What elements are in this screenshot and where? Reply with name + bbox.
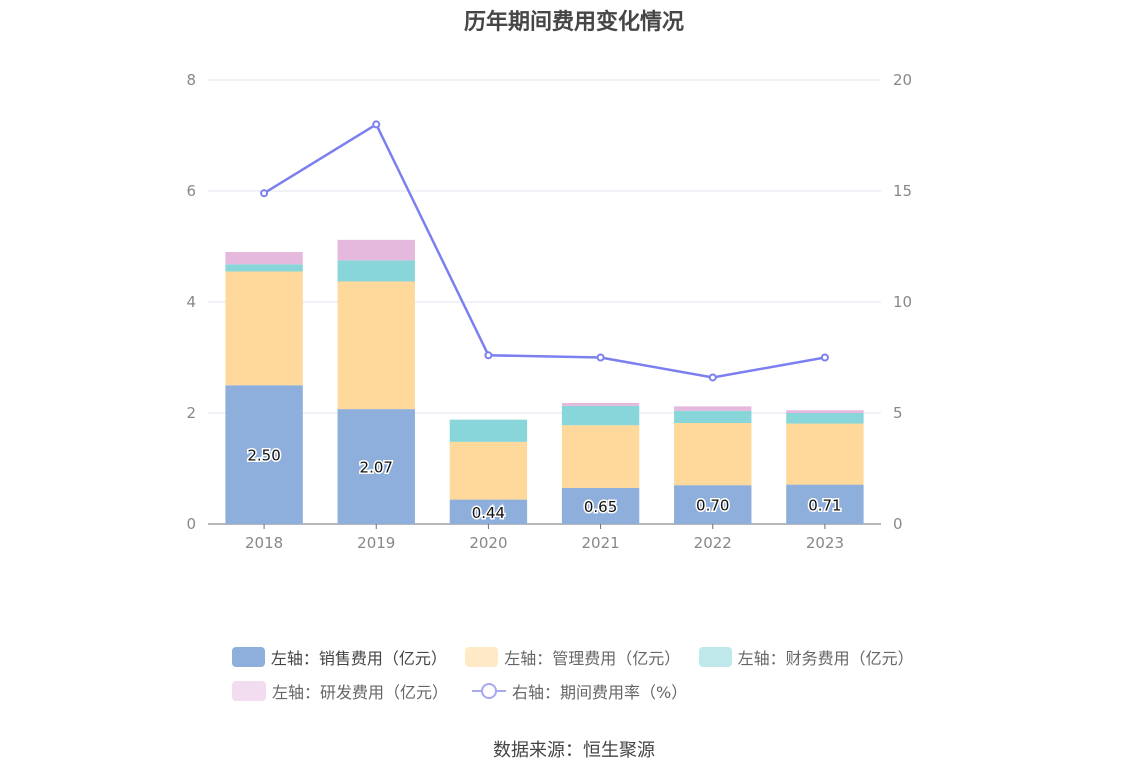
- bar-segment: [561, 405, 640, 426]
- bar-segment: [786, 484, 864, 524]
- bar-segment: [561, 403, 640, 406]
- rate-point: [260, 189, 269, 198]
- legend-label-sales: 左轴：销售费用（亿元）: [270, 649, 447, 668]
- x-axis-tick: 2019: [357, 534, 395, 552]
- rate-line: [263, 122, 826, 379]
- legend-swatch-admin: [465, 647, 499, 667]
- legend-swatch-rate: [472, 681, 507, 701]
- legend-item-finance[interactable]: 左轴：财务费用（亿元）: [698, 645, 914, 669]
- x-axis-tick: 2018: [245, 534, 283, 552]
- legend-item-rate[interactable]: 右轴：期间费用率（%）: [472, 679, 687, 703]
- bar-segment: [674, 422, 752, 486]
- bar-segment: [449, 441, 528, 500]
- bar-segment: [225, 252, 303, 265]
- legend-row-2: 左轴：研发费用（亿元） 右轴：期间费用率（%）: [232, 674, 932, 708]
- legend-label-finance: 左轴：财务费用（亿元）: [737, 649, 914, 668]
- legend-swatch-sales: [232, 647, 265, 667]
- rate-point: [372, 120, 381, 129]
- right-axis-tick: 20: [893, 71, 912, 89]
- left-axis-tick: 0: [186, 515, 196, 533]
- legend-label-admin: 左轴：管理费用（亿元）: [504, 649, 681, 668]
- left-axis-tick: 4: [186, 293, 196, 311]
- bar-segment: [337, 281, 415, 410]
- legend-item-admin[interactable]: 左轴：管理费用（亿元）: [465, 645, 681, 669]
- right-axis-tick: 15: [893, 182, 912, 200]
- left-axis-tick: 2: [186, 404, 196, 422]
- bar-segment: [225, 271, 303, 386]
- legend-swatch-rnd: [232, 681, 266, 701]
- legend-item-rnd[interactable]: 左轴：研发费用（亿元）: [232, 679, 448, 703]
- left-axis-tick: 8: [186, 71, 196, 89]
- bar-segment: [674, 406, 752, 411]
- x-axis-tick: 2023: [806, 534, 844, 552]
- right-axis-tick: 0: [893, 515, 903, 533]
- rate-point: [484, 351, 493, 360]
- bar-value-label: 2.07: [360, 459, 393, 477]
- bar-segment: [337, 239, 415, 261]
- bar-value-label: 0.65: [584, 498, 617, 516]
- legend: 左轴：销售费用（亿元） 左轴：管理费用（亿元） 左轴：财务费用（亿元） 左轴：研…: [232, 640, 932, 708]
- x-axis-tick: 2022: [694, 534, 732, 552]
- x-axis-tick: 2021: [581, 534, 619, 552]
- bar-segment: [561, 487, 640, 524]
- bar-segment: [225, 264, 303, 272]
- bar-segment: [786, 410, 864, 413]
- right-axis-tick: 5: [893, 404, 903, 422]
- bar-segment: [225, 385, 303, 524]
- right-axis-tick: 10: [893, 293, 912, 311]
- bar-value-label: 0.44: [472, 504, 505, 522]
- legend-item-sales[interactable]: 左轴：销售费用（亿元）: [232, 645, 447, 669]
- bar-value-label: 2.50: [247, 447, 280, 465]
- bar-segment: [337, 260, 415, 282]
- left-axis-tick: 6: [186, 182, 196, 200]
- data-source: 数据来源：恒生聚源: [493, 740, 655, 761]
- bar-segment: [786, 413, 864, 424]
- legend-label-rate: 右轴：期间费用率（%）: [512, 683, 688, 702]
- bar-segment: [561, 425, 640, 488]
- bar-segment: [337, 409, 415, 524]
- rate-point: [596, 353, 605, 362]
- bar-segment: [674, 410, 752, 423]
- bar-segment: [786, 423, 864, 485]
- rate-point: [708, 373, 717, 382]
- legend-swatch-finance: [698, 647, 732, 667]
- legend-label-rnd: 左轴：研发费用（亿元）: [272, 683, 449, 702]
- x-axis-tick: 2020: [469, 534, 507, 552]
- chart-title: 历年期间费用变化情况: [463, 10, 684, 35]
- bar-segment: [674, 485, 752, 524]
- rate-point: [820, 353, 829, 362]
- bar-segment: [449, 499, 528, 524]
- bar-value-label: 0.71: [808, 496, 841, 514]
- legend-row-1: 左轴：销售费用（亿元） 左轴：管理费用（亿元） 左轴：财务费用（亿元）: [232, 640, 932, 674]
- bar-segment: [449, 419, 528, 442]
- bar-value-label: 0.70: [696, 497, 729, 515]
- chart-canvas: 0 2 4 6 8 0 5 10 15 20 2018 2019 2020 2021 2022 2023 2.5…: [186, 71, 912, 552]
